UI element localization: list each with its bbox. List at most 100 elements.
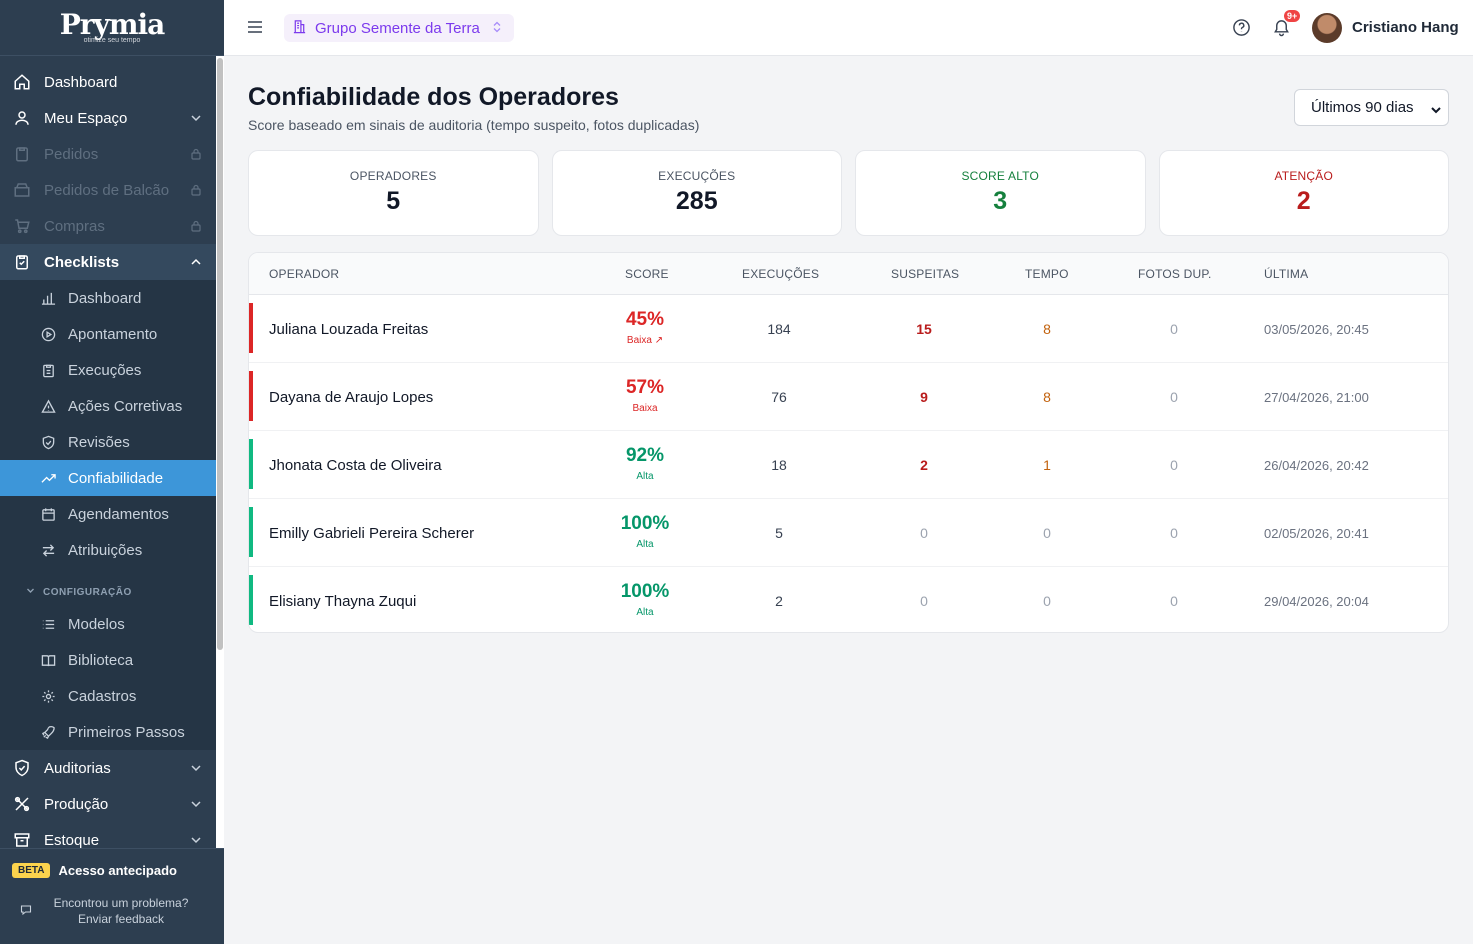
chevron-down-icon — [26, 586, 35, 598]
sidebar-item-estoque[interactable]: Estoque — [0, 822, 216, 858]
last-execution: 03/05/2026, 20:45 — [1264, 322, 1369, 337]
table-row[interactable]: Dayana de Araujo Lopes 57% Baixa 76 9 8 … — [249, 363, 1448, 431]
stat-label: OPERADORES — [349, 169, 437, 183]
executions-count: 18 — [771, 457, 787, 473]
last-execution: 26/04/2026, 20:42 — [1264, 458, 1369, 473]
sidebar-item-checklists-dashboard[interactable]: Dashboard — [0, 280, 216, 316]
store-icon — [12, 180, 32, 200]
user-name[interactable]: Cristiano Hang — [1352, 19, 1459, 36]
page-title: Confiabilidade dos Operadores — [248, 83, 619, 111]
stat-card-execucoes: EXECUÇÕES 285 — [551, 150, 842, 236]
checklists-submenu: Dashboard Apontamento Execuções Ações Co… — [0, 280, 216, 750]
sidebar-item-execucoes[interactable]: Execuções — [0, 352, 216, 388]
list-icon — [40, 616, 56, 632]
period-select[interactable]: Últimos 90 dias — [1294, 89, 1449, 126]
sidebar-item-producao[interactable]: Produção — [0, 786, 216, 822]
checklist-icon — [12, 252, 32, 272]
arrows-icon — [40, 542, 56, 558]
sidebar-item-revisoes[interactable]: Revisões — [0, 424, 216, 460]
sidebar-item-modelos[interactable]: Modelos — [0, 606, 216, 642]
time-count: 8 — [1043, 321, 1051, 337]
config-section-label[interactable]: CONFIGURAÇÃO — [0, 568, 216, 606]
tools-icon — [12, 794, 32, 814]
score-value: 57% — [625, 377, 665, 398]
score-level: Baixa ↗ — [626, 335, 664, 346]
rocket-icon — [40, 724, 56, 740]
time-count: 1 — [1043, 457, 1051, 473]
sidebar-item-apontamento[interactable]: Apontamento — [0, 316, 216, 352]
header-tempo[interactable]: TEMPO — [1025, 267, 1069, 281]
stat-label: ATENÇÃO — [1274, 169, 1334, 183]
feedback-line-1: Encontrou um problema? — [53, 896, 189, 910]
org-selector[interactable]: Grupo Semente da Terra — [284, 14, 514, 42]
score-indicator-bar — [249, 575, 253, 625]
user-icon — [12, 108, 32, 128]
score-cell: 100% Alta — [595, 581, 695, 618]
sidebar-item-dashboard[interactable]: Dashboard — [0, 64, 216, 100]
sidebar-item-checklists[interactable]: Checklists — [0, 244, 216, 280]
archive-icon — [12, 830, 32, 850]
sidebar-item-confiabilidade[interactable]: Confiabilidade — [0, 460, 216, 496]
menu-icon[interactable] — [246, 18, 264, 41]
time-count: 8 — [1043, 389, 1051, 405]
dup-photos-count: 0 — [1170, 525, 1178, 541]
brand-logo[interactable]: Prymia otimize seu tempo — [0, 0, 224, 56]
table-row[interactable]: Elisiany Thayna Zuqui 100% Alta 2 0 0 0 … — [249, 567, 1448, 632]
sidebar-item-biblioteca[interactable]: Biblioteca — [0, 642, 216, 678]
beta-badge: BETA — [12, 863, 51, 878]
score-indicator-bar — [249, 371, 253, 421]
header-suspeitas[interactable]: SUSPEITAS — [891, 267, 960, 281]
sidebar-footer: BETA Acesso antecipado Encontrou um prob… — [0, 848, 224, 944]
book-icon — [40, 652, 56, 668]
score-value: 92% — [625, 445, 665, 466]
table-row[interactable]: Emilly Gabrieli Pereira Scherer 100% Alt… — [249, 499, 1448, 567]
operator-name[interactable]: Elisiany Thayna Zuqui — [269, 593, 417, 610]
score-cell: 57% Baixa — [595, 377, 695, 414]
sidebar-item-label: Revisões — [68, 433, 130, 451]
sidebar-item-compras: Compras — [0, 208, 216, 244]
sidebar-item-label: Produção — [44, 795, 109, 813]
sidebar-item-auditorias[interactable]: Auditorias — [0, 750, 216, 786]
sidebar-scroll-thumb[interactable] — [217, 58, 223, 650]
table-row[interactable]: Juliana Louzada Freitas 45% Baixa ↗ 184 … — [249, 295, 1448, 363]
avatar[interactable] — [1312, 13, 1342, 43]
help-icon[interactable] — [1232, 18, 1251, 42]
operator-name[interactable]: Emilly Gabrieli Pereira Scherer — [269, 525, 475, 542]
cart-icon — [12, 216, 32, 236]
operator-name[interactable]: Juliana Louzada Freitas — [269, 321, 429, 338]
time-count: 0 — [1043, 525, 1051, 541]
header-fotos-dup[interactable]: FOTOS DUP. — [1138, 267, 1212, 281]
operator-name[interactable]: Dayana de Araujo Lopes — [269, 389, 434, 406]
header-ultima[interactable]: ÚLTIMA — [1264, 267, 1309, 281]
suspicious-count: 2 — [920, 457, 928, 473]
logo-text: Prymia — [59, 8, 165, 41]
header-operador[interactable]: OPERADOR — [269, 267, 340, 281]
score-cell: 100% Alta — [595, 513, 695, 550]
sidebar-item-label: Compras — [44, 217, 105, 235]
operator-name[interactable]: Jhonata Costa de Oliveira — [269, 457, 442, 474]
suspicious-count: 9 — [920, 389, 928, 405]
stat-label: SCORE ALTO — [961, 169, 1040, 183]
warning-icon — [40, 398, 56, 414]
page-subtitle: Score baseado em sinais de auditoria (te… — [248, 117, 700, 133]
header-execucoes[interactable]: EXECUÇÕES — [742, 267, 820, 281]
bell-icon[interactable] — [1272, 18, 1291, 42]
sidebar-item-cadastros[interactable]: Cadastros — [0, 678, 216, 714]
sidebar-item-primeiros-passos[interactable]: Primeiros Passos — [0, 714, 216, 750]
sidebar-item-acoes-corretivas[interactable]: Ações Corretivas — [0, 388, 216, 424]
score-cell: 45% Baixa ↗ — [595, 309, 695, 346]
sidebar-item-agendamentos[interactable]: Agendamentos — [0, 496, 216, 532]
score-level: Alta — [636, 539, 654, 550]
chevron-up-icon — [190, 255, 202, 272]
stats-row: OPERADORES 5 EXECUÇÕES 285 SCORE ALTO 3 … — [248, 150, 1449, 236]
table-row[interactable]: Jhonata Costa de Oliveira 92% Alta 18 2 … — [249, 431, 1448, 499]
sidebar-item-label: Modelos — [68, 615, 125, 633]
suspicious-count: 15 — [916, 321, 932, 337]
last-execution: 27/04/2026, 21:00 — [1264, 390, 1369, 405]
header-score[interactable]: SCORE — [625, 267, 669, 281]
sidebar-item-atribuicoes[interactable]: Atribuições — [0, 532, 216, 568]
sidebar-item-label: Apontamento — [68, 325, 158, 343]
sidebar-item-meu-espaco[interactable]: Meu Espaço — [0, 100, 216, 136]
sidebar-item-label: Atribuições — [68, 541, 143, 559]
feedback-link[interactable]: Encontrou um problema? Enviar feedback — [0, 895, 224, 927]
